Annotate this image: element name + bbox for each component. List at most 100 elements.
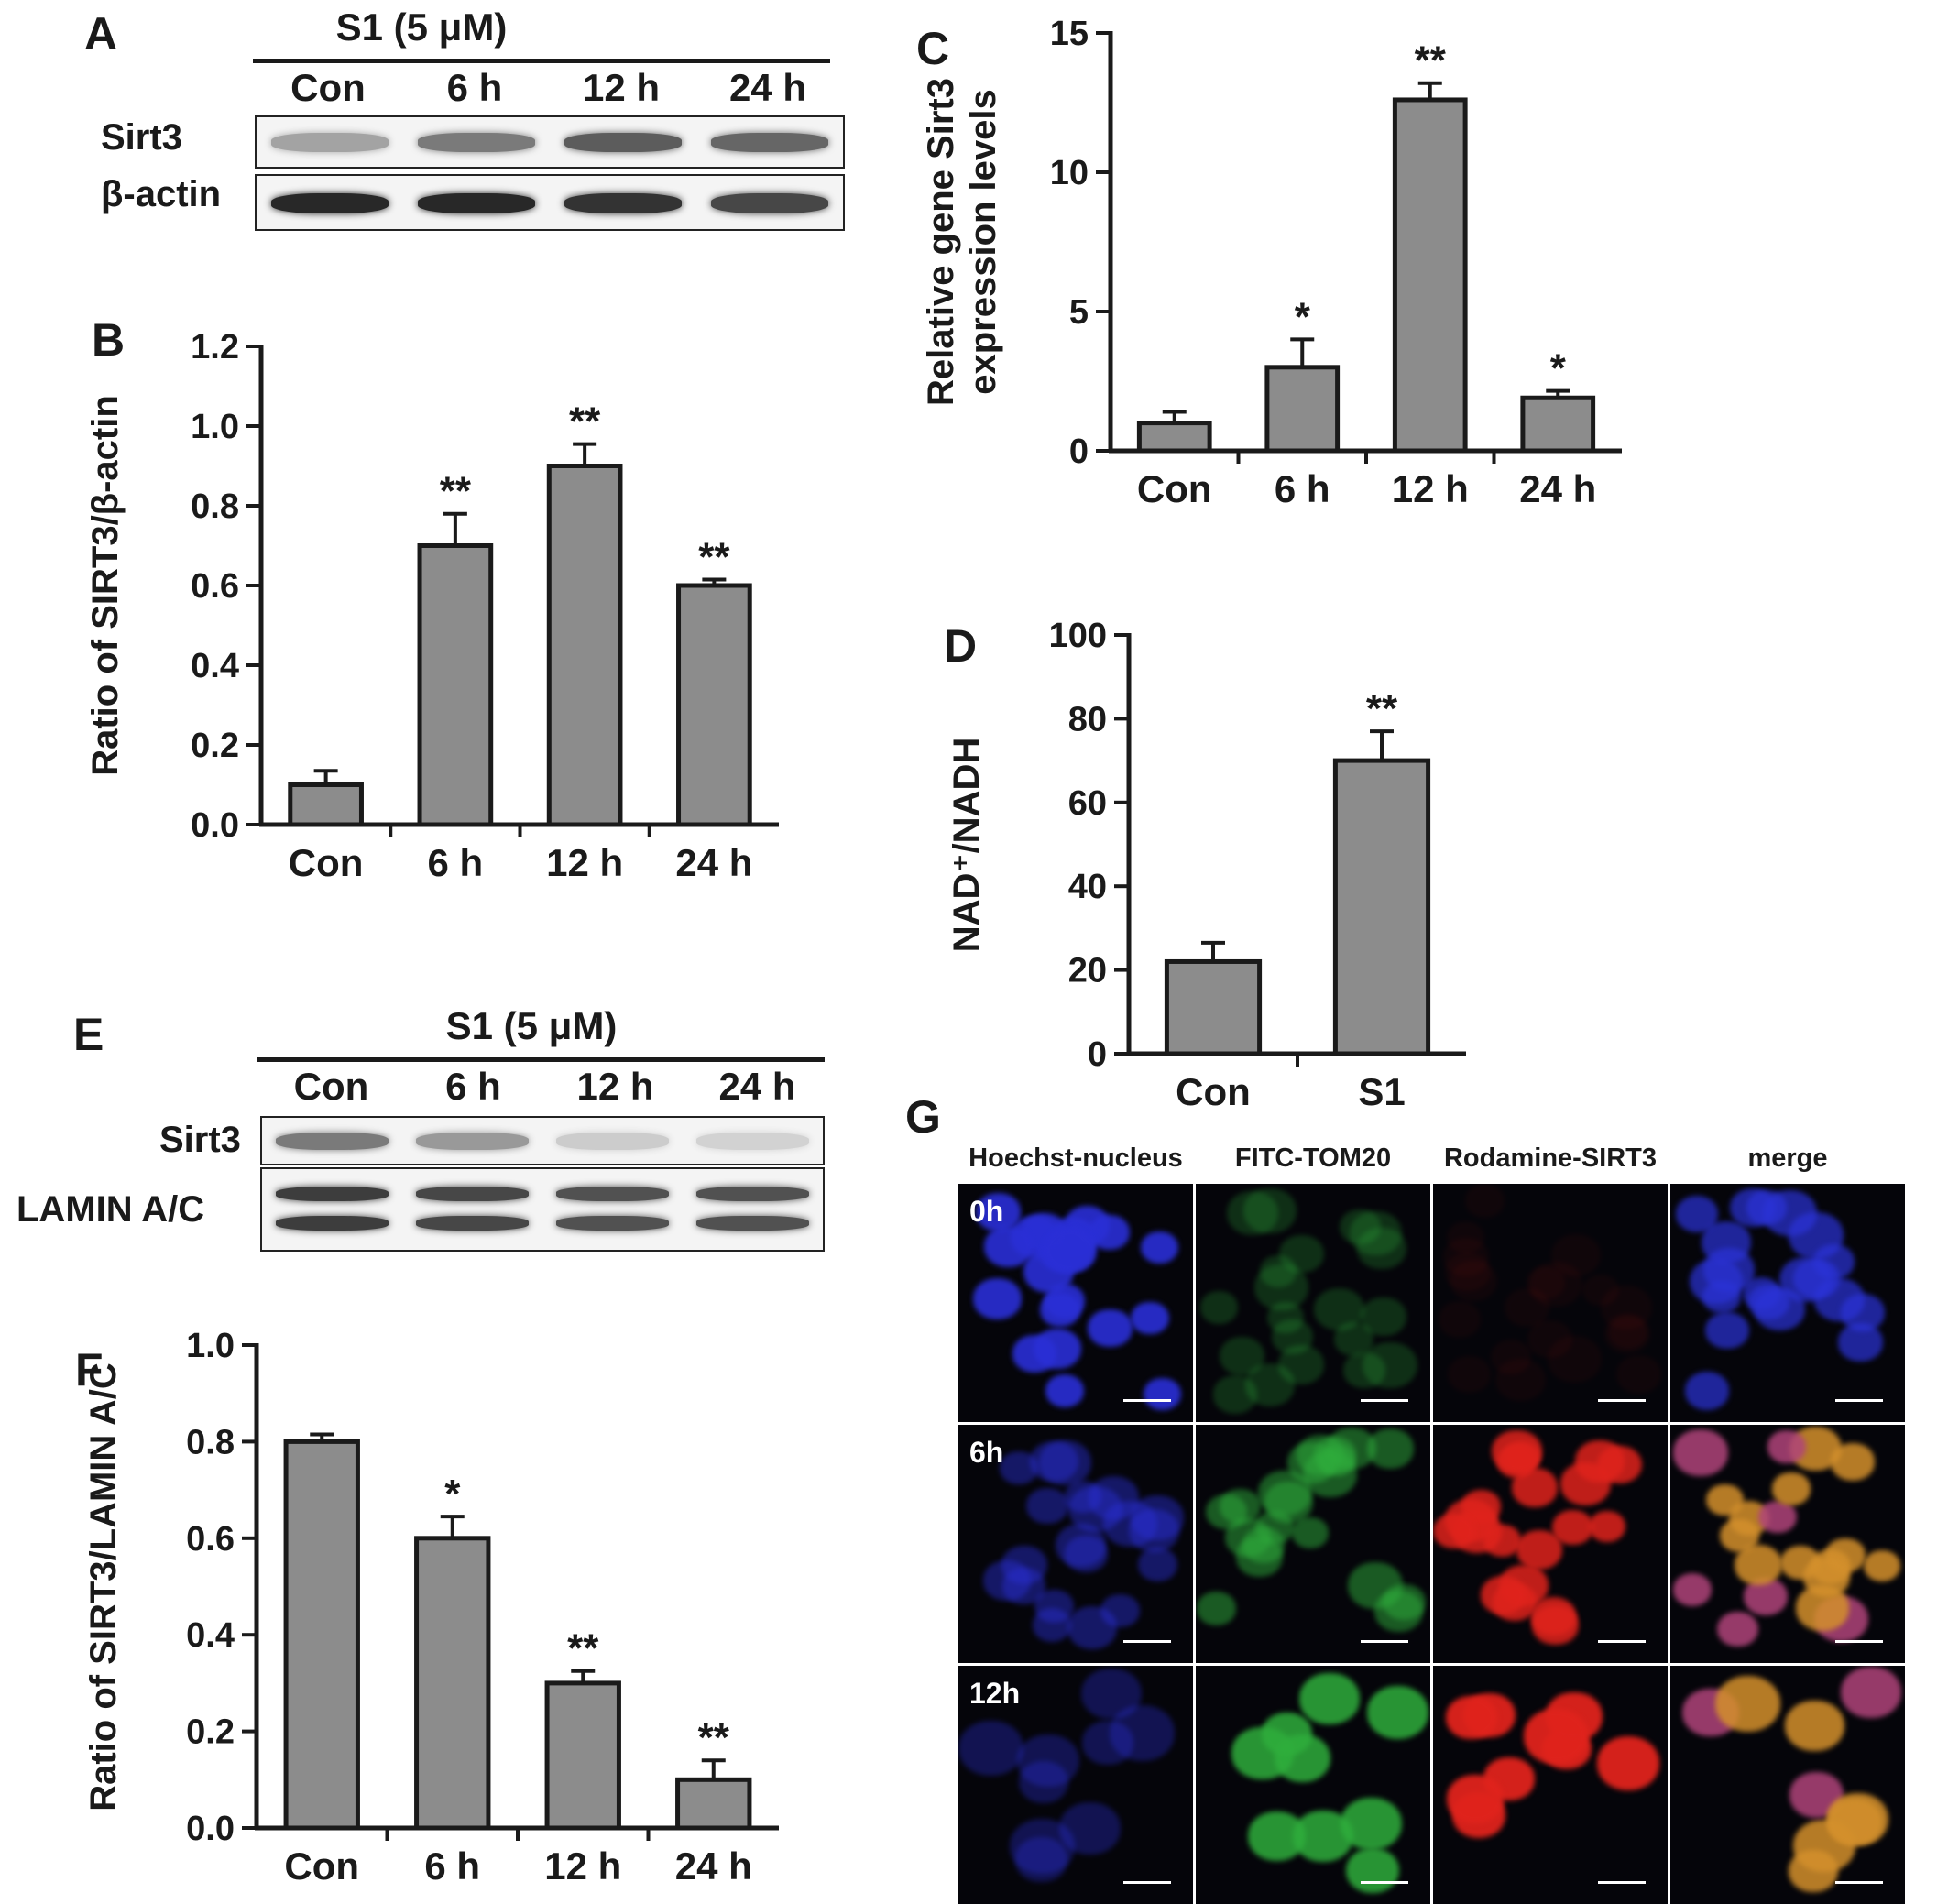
cell-blob — [972, 1278, 1022, 1320]
bar — [414, 1536, 491, 1831]
cell-blob — [1131, 1301, 1170, 1335]
bar — [288, 782, 364, 827]
y-tick-label: 0.4 — [186, 1616, 235, 1655]
cell-blob — [1357, 1227, 1406, 1269]
cell-blob — [1219, 1337, 1265, 1376]
x-tick-label: 24 h — [1519, 467, 1596, 510]
lane-label: 24 h — [718, 1065, 796, 1108]
y-tick-label: 0.4 — [191, 647, 239, 685]
y-axis-label: Ratio of SIRT3/LAMIN A/C — [83, 1362, 124, 1811]
panel-letter-b: B — [92, 314, 125, 366]
cell-blob — [1333, 1322, 1373, 1356]
cell-blob — [1363, 1341, 1417, 1389]
bar — [1392, 97, 1468, 454]
blot-band — [564, 192, 682, 213]
cell-blob — [1465, 1184, 1505, 1218]
cell-blob — [1480, 1575, 1527, 1614]
cell-blob — [1339, 1209, 1381, 1245]
lane-label: 6 h — [445, 1065, 501, 1108]
cell-blob — [1603, 1314, 1650, 1353]
cell-blob — [1609, 1316, 1648, 1350]
cell-blob — [1018, 1760, 1069, 1804]
column-header: Rodamine-SIRT3 — [1443, 1143, 1658, 1173]
cell-blob — [1272, 1319, 1313, 1354]
cell-blob — [1494, 1358, 1546, 1402]
y-tick-label: 0.6 — [186, 1520, 235, 1559]
cell-blob — [1746, 1189, 1787, 1225]
cell-blob — [1243, 1187, 1297, 1234]
cell-blob — [1447, 1775, 1505, 1824]
y-axis-label-line: Relative gene Sirt3 — [921, 78, 961, 406]
lane-label: Con — [290, 66, 366, 109]
cell-blob — [1361, 1297, 1406, 1336]
blot-a-row-label-actin: β-actin — [101, 174, 222, 214]
blot-band — [416, 1187, 529, 1202]
x-tick-label: 12 h — [544, 1844, 621, 1888]
scale-bar — [1123, 1881, 1171, 1884]
x-tick-label: 24 h — [675, 1844, 752, 1888]
x-tick-label: 6 h — [428, 841, 484, 884]
significance-marker: * — [1295, 294, 1311, 339]
panel-a: A S1 (5 μM) Con 6 h 12 h 24 h Sirt3 β-actin — [0, 0, 845, 238]
micrograph-cell — [1433, 1666, 1668, 1904]
y-tick-label: 1.2 — [191, 328, 239, 367]
cell-blob — [1442, 1237, 1489, 1277]
blot-a-lane-labels: Con 6 h 12 h 24 h — [255, 66, 841, 114]
cell-blob — [1103, 1500, 1158, 1547]
cell-blob — [1343, 1352, 1385, 1388]
blot-band — [696, 1133, 809, 1150]
cell-blob — [1492, 1429, 1542, 1473]
y-axis-label: Ratio of SIRT3/β-actin — [85, 395, 126, 776]
significance-marker: * — [444, 1472, 461, 1516]
cell-blob — [983, 1226, 1033, 1268]
scale-bar — [1835, 1640, 1883, 1643]
cell-blob — [1088, 1308, 1133, 1347]
scale-bar — [1361, 1881, 1408, 1884]
cell-blob — [1278, 1345, 1325, 1384]
y-axis-label-line: expression levels — [963, 89, 1003, 395]
cell-blob — [1292, 1516, 1330, 1548]
cell-blob — [1802, 1557, 1850, 1598]
blot-band — [696, 1216, 809, 1231]
y-tick-label: 0.6 — [191, 567, 239, 606]
cell-blob — [1350, 1210, 1402, 1255]
cell-blob — [1574, 1440, 1625, 1483]
cell-blob — [1017, 1734, 1080, 1788]
micrograph-cell — [1670, 1184, 1905, 1422]
blot-e-row-label-lamin: LAMIN A/C — [16, 1189, 205, 1230]
blot-a-sirt3-strip — [255, 115, 845, 169]
y-tick-label: 1.0 — [191, 408, 239, 446]
cell-blob — [1772, 1472, 1811, 1505]
cell-blob — [1675, 1195, 1719, 1232]
cell-blob — [1064, 1481, 1102, 1513]
cell-blob — [1226, 1190, 1279, 1235]
cell-blob — [1033, 1328, 1081, 1370]
scale-bar — [1598, 1640, 1646, 1643]
cell-blob — [1582, 1275, 1620, 1307]
chart-b: 0.0 0.2 0.4 0.6 0.8 1.0 1.2 Ratio of SIRT3/β-ac… — [85, 328, 779, 884]
blot-e-sirt3-strip — [260, 1116, 825, 1165]
cell-blob — [1446, 1220, 1485, 1254]
x-tick-label: 24 h — [675, 841, 752, 884]
cell-blob — [1262, 1713, 1313, 1756]
cell-blob — [1032, 1608, 1072, 1642]
column-header: Hoechst-nucleus — [969, 1143, 1183, 1173]
cell-blob — [1253, 1264, 1309, 1311]
cell-blob — [1767, 1430, 1806, 1463]
cell-blob — [1247, 1811, 1307, 1862]
y-tick-label: 10 — [1050, 154, 1089, 192]
cell-blob — [1130, 1495, 1184, 1541]
cell-blob — [1026, 1487, 1068, 1524]
significance-marker: ** — [440, 469, 472, 514]
cell-blob — [1616, 1354, 1662, 1394]
blot-e-row-label-sirt3: Sirt3 — [159, 1120, 241, 1160]
micrograph-cell: 12h — [958, 1666, 1193, 1904]
y-tick-label: 0 — [1069, 432, 1089, 471]
y-tick-label: 5 — [1069, 293, 1089, 332]
cell-blob — [1705, 1311, 1750, 1350]
micrograph-cell — [1670, 1666, 1905, 1904]
cell-blob — [1516, 1530, 1563, 1570]
x-tick-label: 12 h — [1392, 467, 1469, 510]
y-tick-label: 15 — [1050, 15, 1089, 53]
panel-letter-e: E — [73, 1009, 104, 1060]
